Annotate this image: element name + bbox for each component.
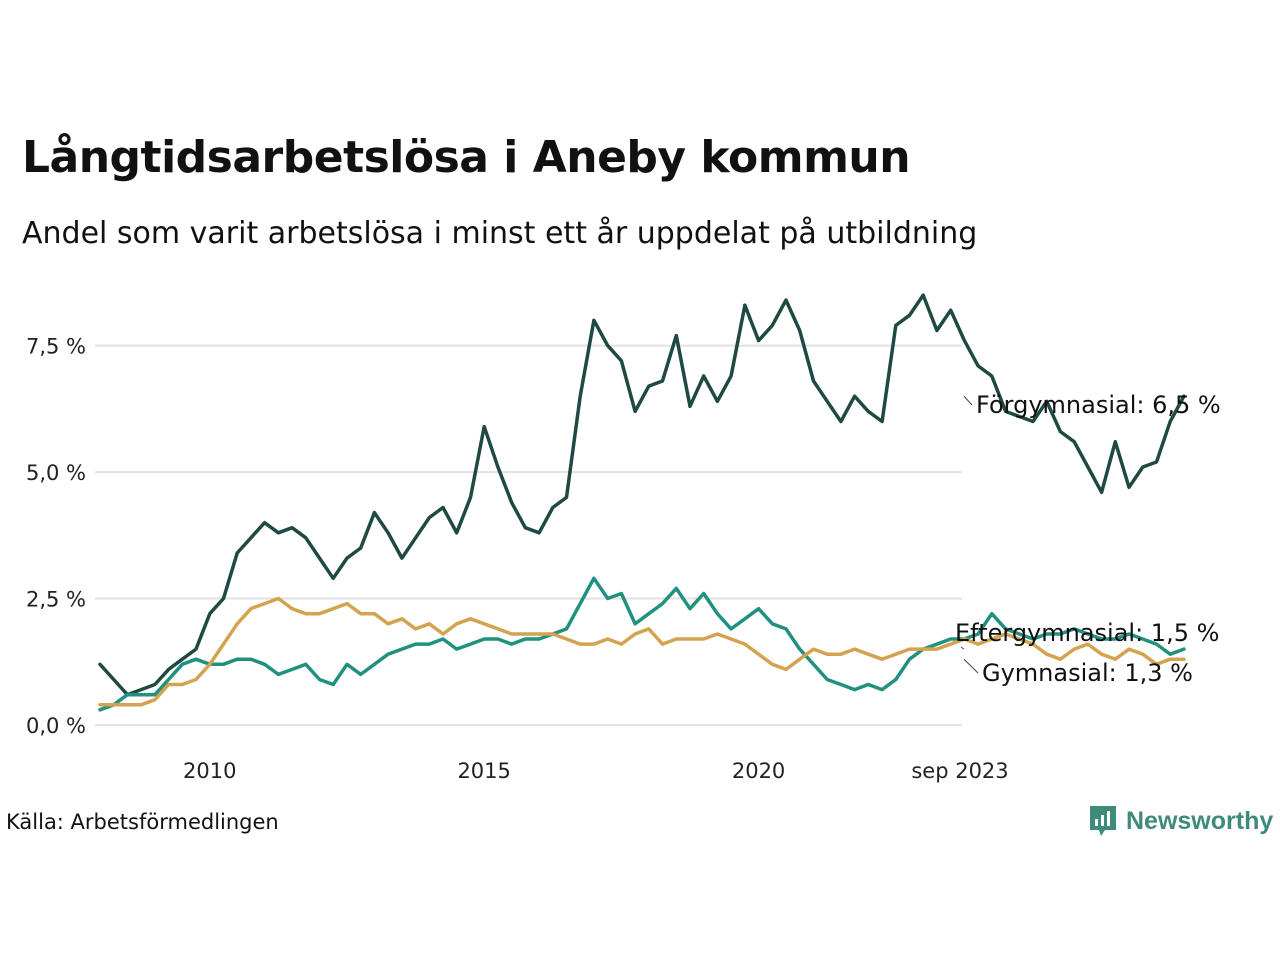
series-line-eftergymnasial bbox=[98, 576, 1186, 712]
series-lines bbox=[98, 293, 1186, 712]
newsworthy-logo-icon bbox=[1090, 806, 1116, 836]
series-label-eftergymnasial: Eftergymnasial: 1,5 % bbox=[955, 619, 1219, 647]
gridlines bbox=[95, 344, 962, 726]
series-end-labels: Förgymnasial: 6,5 % Eftergymnasial: 1,5 %… bbox=[955, 391, 1221, 687]
y-tick-label: 5,0 % bbox=[26, 461, 86, 485]
brand-logo: Newsworthy bbox=[1088, 804, 1273, 838]
chart-title: Långtidsarbetslösa i Aneby kommun bbox=[22, 132, 911, 183]
x-axis-ticks: 2010 2015 2020 sep 2023 bbox=[183, 759, 1009, 783]
x-tick-label: 2015 bbox=[457, 759, 510, 783]
chart-subtitle: Andel som varit arbetslösa i minst ett å… bbox=[22, 216, 978, 251]
x-tick-label: 2020 bbox=[732, 759, 785, 783]
y-tick-label: 0,0 % bbox=[26, 714, 86, 738]
series-label-gymnasial: Gymnasial: 1,3 % bbox=[982, 659, 1193, 687]
label-leader-line bbox=[963, 395, 973, 406]
x-tick-label: sep 2023 bbox=[911, 759, 1008, 783]
series-line-förgymnasial bbox=[98, 293, 1186, 697]
line-chart: 0,0 % 2,5 % 5,0 % 7,5 % 2010 2015 2020 sep 202… bbox=[26, 293, 1221, 783]
y-tick-label: 7,5 % bbox=[26, 335, 86, 359]
brand-name: Newsworthy bbox=[1126, 806, 1274, 835]
source-note: Källa: Arbetsförmedlingen bbox=[6, 810, 279, 834]
label-leader-line bbox=[960, 646, 965, 650]
x-tick-label: 2010 bbox=[183, 759, 236, 783]
label-leader-line bbox=[963, 658, 979, 674]
series-label-förgymnasial: Förgymnasial: 6,5 % bbox=[976, 391, 1221, 419]
series-line-gymnasial bbox=[98, 596, 1186, 707]
y-tick-label: 2,5 % bbox=[26, 588, 86, 612]
y-axis-ticks: 0,0 % 2,5 % 5,0 % 7,5 % bbox=[26, 335, 86, 738]
